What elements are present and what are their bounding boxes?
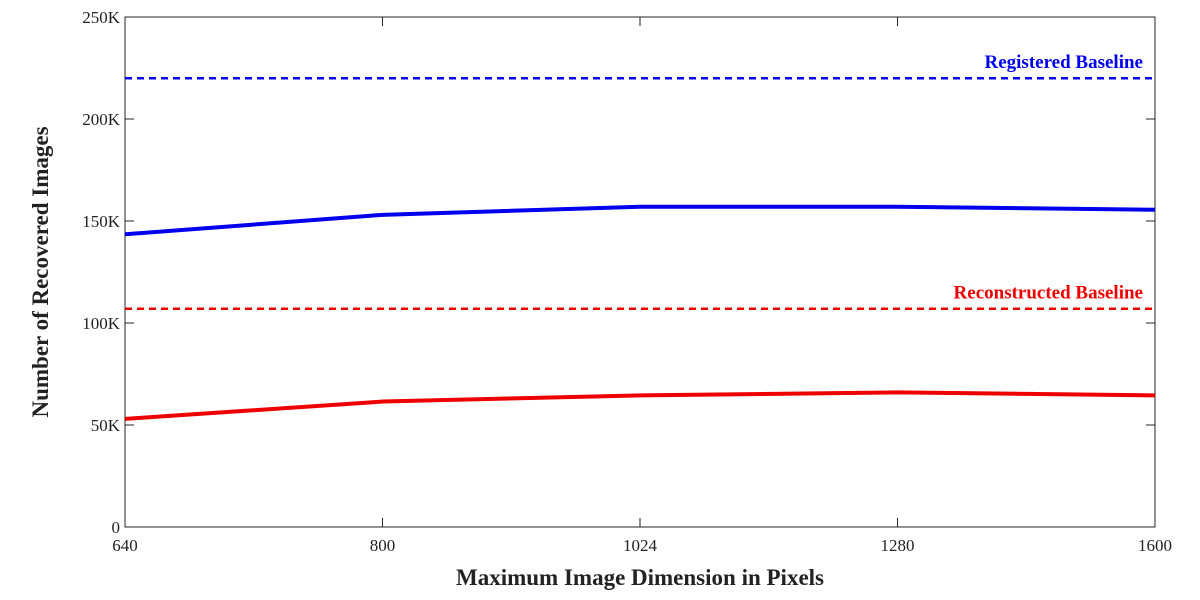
y-tick-label: 0 [112,518,121,537]
x-axis-label: Maximum Image Dimension in Pixels [456,565,824,590]
y-axis-label: Number of Recovered Images [28,126,53,417]
x-tick-label: 1600 [1138,536,1172,555]
x-tick-label: 800 [370,536,396,555]
baseline-label: Reconstructed Baseline [954,283,1143,304]
series-lines [124,204,1156,421]
series-line-reconstructed [124,390,1156,421]
y-tick-label: 250K [82,8,121,27]
y-tick-label: 150K [82,212,121,231]
y-axis-ticks: 0 50K 100K 150K 200K 250K [82,8,1155,537]
x-tick-label: 1024 [623,536,658,555]
baseline-lines: Registered Baseline Reconstructed Baselin… [125,52,1155,310]
x-axis-ticks: 640 800 1024 1280 1600 [112,17,1172,555]
y-tick-label: 200K [82,110,121,129]
series-line-registered [124,204,1156,237]
x-tick-label: 640 [112,536,138,555]
y-tick-label: 50K [91,416,121,435]
x-tick-label: 1280 [881,536,915,555]
y-tick-label: 100K [82,314,121,333]
plot-area [124,16,1156,528]
baseline-label: Registered Baseline [985,52,1144,73]
